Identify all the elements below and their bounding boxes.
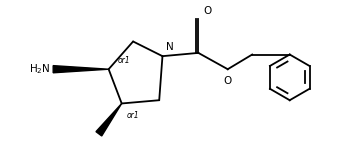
Text: or1: or1: [117, 56, 130, 65]
Polygon shape: [53, 66, 108, 73]
Text: H$_2$N: H$_2$N: [29, 62, 51, 76]
Text: N: N: [166, 42, 174, 52]
Text: or1: or1: [127, 111, 139, 120]
Text: O: O: [223, 76, 231, 86]
Polygon shape: [96, 103, 122, 136]
Text: O: O: [203, 6, 212, 16]
